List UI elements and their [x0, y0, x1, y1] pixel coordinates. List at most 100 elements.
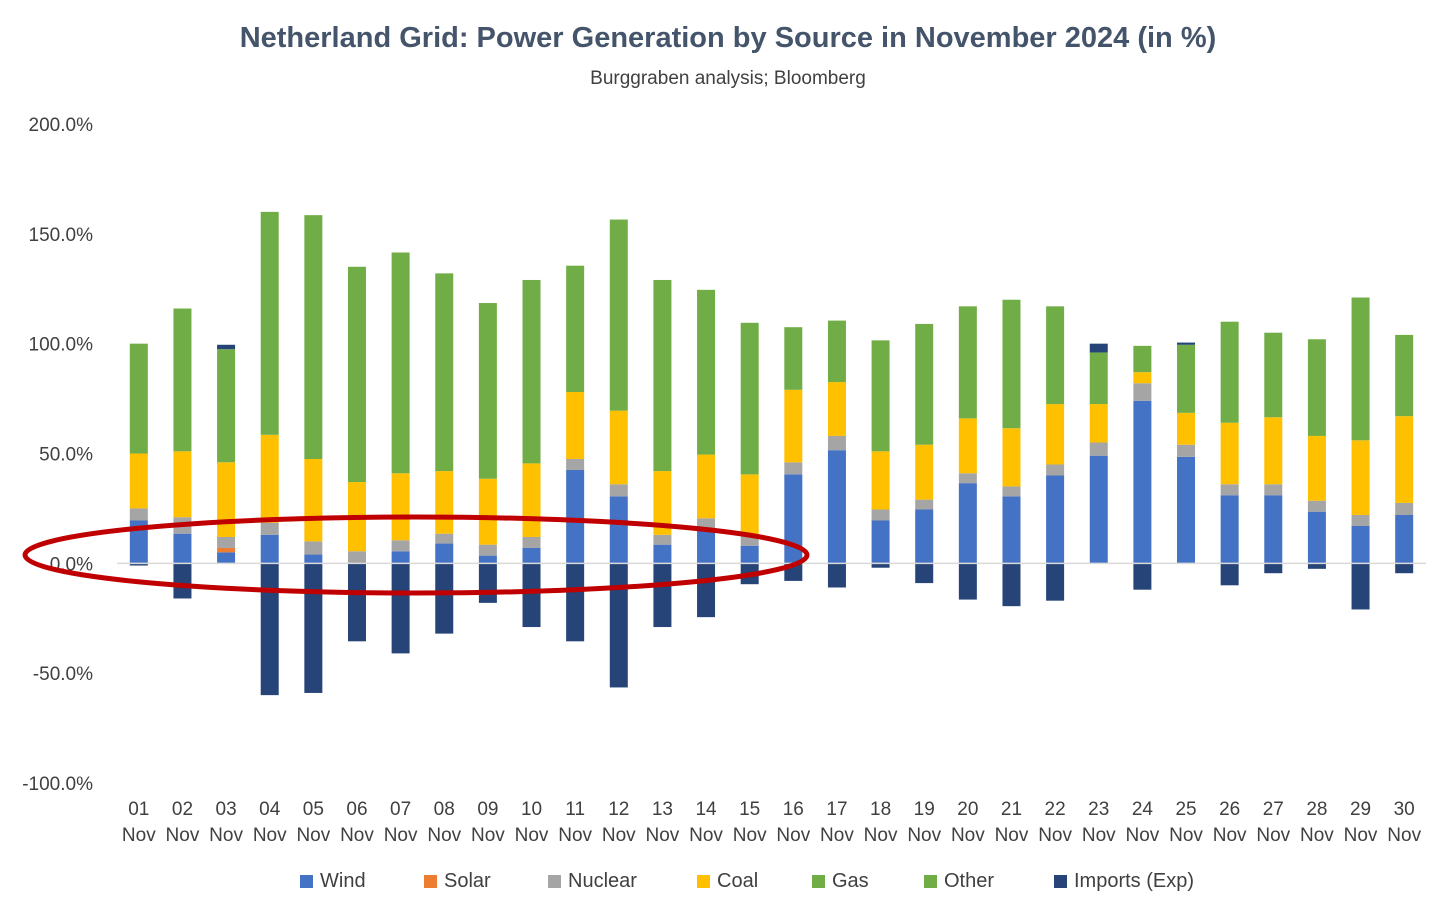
bar-nuclear-11 — [566, 458, 585, 470]
bar-nuclear-06 — [347, 551, 366, 564]
bar-wind-22 — [1046, 475, 1065, 564]
x-tick-month-label: Nov — [384, 825, 418, 846]
bar-gas-17 — [827, 320, 846, 383]
y-tick-label: -50.0% — [33, 664, 93, 685]
bar-solar-03 — [217, 547, 236, 553]
bar-coal-08 — [435, 471, 454, 534]
x-tick-label: 14 — [695, 799, 717, 820]
x-tick-month-label: Nov — [1344, 825, 1378, 846]
x-tick-month-label: Nov — [471, 825, 505, 846]
bar-gas-05 — [304, 215, 323, 459]
bar-wind-19 — [915, 509, 934, 564]
x-tick-label: 27 — [1263, 799, 1284, 820]
bar-gas-29 — [1351, 297, 1370, 441]
bar-gas-30 — [1395, 334, 1414, 417]
bar-coal-02 — [173, 451, 192, 518]
bar-gas-01 — [129, 343, 148, 454]
x-tick-label: 10 — [521, 799, 542, 820]
bar-coal-11 — [566, 391, 585, 459]
bar-imports-exp-21 — [1002, 563, 1021, 607]
bar-wind-28 — [1307, 511, 1326, 564]
bar-coal-07 — [391, 473, 410, 541]
bar-coal-18 — [871, 451, 890, 510]
bar-gas-03 — [217, 349, 236, 463]
bar-nuclear-08 — [435, 533, 454, 544]
bar-imports-exp-10 — [522, 563, 541, 628]
bar-imports-exp-20 — [958, 563, 977, 600]
bar-imports-exp-12 — [609, 563, 628, 688]
bar-gas-22 — [1046, 306, 1065, 405]
bar-coal-30 — [1395, 416, 1414, 503]
bar-coal-26 — [1220, 422, 1239, 485]
bar-nuclear-05 — [304, 541, 323, 555]
x-tick-label: 25 — [1175, 799, 1196, 820]
x-tick-label: 07 — [390, 799, 411, 820]
bar-gas-12 — [609, 219, 628, 411]
bar-wind-23 — [1089, 455, 1108, 564]
bar-nuclear-17 — [827, 435, 846, 451]
bar-gas-09 — [478, 303, 497, 479]
bar-gas-08 — [435, 273, 454, 472]
legend-label: Solar — [444, 870, 491, 892]
x-tick-label: 08 — [434, 799, 455, 820]
legend-label: Imports (Exp) — [1074, 870, 1195, 892]
bar-wind-29 — [1351, 525, 1370, 564]
bar-nuclear-15 — [740, 534, 759, 546]
legend-item: Other — [924, 870, 994, 893]
bar-imports-exp-22 — [1046, 563, 1065, 601]
bar-nuclear-19 — [915, 499, 934, 510]
x-tick-label: 29 — [1350, 799, 1371, 820]
bar-coal-03 — [217, 462, 236, 537]
bar-imports-exp-03 — [217, 344, 236, 350]
bar-imports-exp-25 — [1177, 342, 1196, 345]
bar-series — [129, 211, 1414, 696]
x-tick-month-label: Nov — [907, 825, 941, 846]
bar-wind-10 — [522, 547, 541, 564]
bar-nuclear-13 — [653, 534, 672, 545]
bar-nuclear-16 — [784, 462, 803, 475]
bar-gas-13 — [653, 279, 672, 472]
bar-gas-26 — [1220, 321, 1239, 423]
bar-coal-10 — [522, 463, 541, 537]
bar-gas-23 — [1089, 352, 1108, 405]
legend-label: Coal — [717, 870, 759, 892]
x-tick-month-label: Nov — [689, 825, 723, 846]
bar-nuclear-12 — [609, 484, 628, 497]
legend-label: Other — [944, 870, 995, 892]
x-tick-label: 02 — [172, 799, 193, 820]
bar-nuclear-30 — [1395, 502, 1414, 516]
highlight-ellipse — [22, 514, 810, 596]
x-tick-month-label: Nov — [1082, 825, 1116, 846]
bar-nuclear-26 — [1220, 484, 1239, 496]
bar-wind-04 — [260, 534, 279, 564]
y-axis-ticks: 200.0%150.0%100.0%50.0%0.0%-50.0%-100.0% — [22, 115, 93, 795]
bar-imports-exp-24 — [1133, 563, 1152, 590]
bar-coal-22 — [1046, 404, 1065, 465]
legend-swatch — [924, 875, 937, 888]
bar-coal-24 — [1133, 372, 1152, 384]
bar-coal-16 — [784, 389, 803, 463]
bar-coal-04 — [260, 434, 279, 523]
bar-nuclear-29 — [1351, 515, 1370, 526]
bar-coal-05 — [304, 458, 323, 542]
bar-wind-20 — [958, 483, 977, 564]
legend-item: Nuclear — [548, 870, 637, 893]
x-tick-label: 19 — [914, 799, 935, 820]
bar-wind-08 — [435, 543, 454, 564]
legend-swatch — [424, 875, 437, 888]
x-tick-month-label: Nov — [820, 825, 854, 846]
bar-nuclear-21 — [1002, 486, 1021, 497]
x-tick-label: 24 — [1132, 799, 1154, 820]
legend-swatch — [548, 875, 561, 888]
bar-wind-09 — [478, 555, 497, 564]
bar-gas-10 — [522, 279, 541, 464]
bar-imports-exp-01 — [129, 563, 148, 566]
x-tick-month-label: Nov — [951, 825, 985, 846]
bar-coal-27 — [1264, 417, 1283, 485]
bar-gas-19 — [915, 323, 934, 445]
x-axis-ticks: 01 Nov 02 Nov 03 Nov 04 Nov 05 Nov 06 Nov 07 Nov 08 Nov… — [122, 799, 1422, 846]
x-tick-label: 11 — [565, 799, 585, 820]
x-tick-label: 17 — [826, 799, 847, 820]
chart-legend: Wind Solar Nuclear Coal Gas Other Imports (Exp… — [0, 870, 1456, 896]
bar-gas-11 — [566, 265, 585, 392]
